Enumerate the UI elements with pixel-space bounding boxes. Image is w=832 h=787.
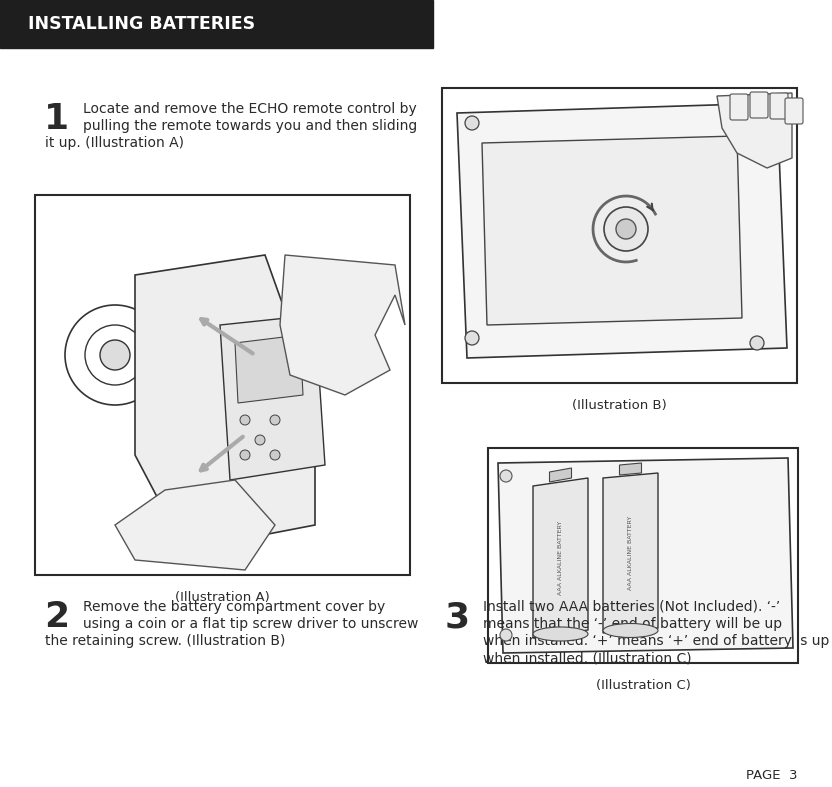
- Text: 1: 1: [44, 102, 70, 136]
- Bar: [442, 88, 797, 383]
- Circle shape: [750, 336, 764, 350]
- FancyBboxPatch shape: [750, 92, 768, 118]
- Text: it up. (Illustration A): it up. (Illustration A): [45, 136, 184, 150]
- Text: Remove the battery compartment cover by: Remove the battery compartment cover by: [83, 600, 385, 614]
- Text: means that the ‘-’ end of battery will be up: means that the ‘-’ end of battery will b…: [483, 617, 782, 631]
- Polygon shape: [498, 458, 793, 653]
- Text: 2: 2: [44, 600, 70, 634]
- Text: the retaining screw. (Illustration B): the retaining screw. (Illustration B): [45, 634, 285, 648]
- Polygon shape: [717, 93, 792, 168]
- Text: (Illustration A): (Illustration A): [175, 591, 270, 604]
- Polygon shape: [457, 103, 787, 358]
- Ellipse shape: [603, 623, 658, 637]
- Polygon shape: [603, 473, 658, 633]
- Text: (Illustration C): (Illustration C): [596, 679, 691, 692]
- Text: AAA ALKALINE BATTERY: AAA ALKALINE BATTERY: [628, 515, 633, 590]
- Text: pulling the remote towards you and then sliding: pulling the remote towards you and then …: [83, 119, 418, 133]
- Circle shape: [500, 470, 512, 482]
- Circle shape: [616, 219, 636, 239]
- Text: PAGE  3: PAGE 3: [745, 769, 797, 782]
- Circle shape: [240, 450, 250, 460]
- Bar: [0, 0, 433, 48]
- Polygon shape: [482, 136, 742, 325]
- FancyBboxPatch shape: [785, 98, 803, 124]
- Polygon shape: [549, 468, 572, 482]
- Text: (Illustration B): (Illustration B): [572, 399, 667, 412]
- Polygon shape: [115, 480, 275, 570]
- Polygon shape: [135, 255, 315, 550]
- Text: AAA ALKALINE BATTERY: AAA ALKALINE BATTERY: [558, 521, 563, 595]
- Circle shape: [604, 207, 648, 251]
- Circle shape: [255, 435, 265, 445]
- Circle shape: [100, 340, 130, 370]
- Circle shape: [465, 116, 479, 130]
- FancyBboxPatch shape: [770, 93, 788, 119]
- Text: when installed. (Illustration C): when installed. (Illustration C): [483, 651, 691, 665]
- Circle shape: [745, 111, 759, 125]
- Text: Install two AAA batteries (Not Included). ‘-’: Install two AAA batteries (Not Included)…: [483, 600, 780, 614]
- Circle shape: [270, 450, 280, 460]
- Text: using a coin or a flat tip screw driver to unscrew: using a coin or a flat tip screw driver …: [83, 617, 418, 631]
- Bar: [488, 448, 798, 663]
- FancyBboxPatch shape: [730, 94, 748, 120]
- Text: Locate and remove the ECHO remote control by: Locate and remove the ECHO remote contro…: [83, 102, 417, 116]
- Polygon shape: [280, 255, 405, 395]
- Polygon shape: [620, 463, 641, 475]
- Ellipse shape: [533, 627, 588, 641]
- Circle shape: [270, 415, 280, 425]
- Polygon shape: [220, 315, 325, 480]
- Circle shape: [240, 415, 250, 425]
- Text: 3: 3: [444, 600, 469, 634]
- Polygon shape: [235, 335, 303, 403]
- Circle shape: [500, 629, 512, 641]
- Text: when installed. ‘+’ means ‘+’ end of battery is up: when installed. ‘+’ means ‘+’ end of bat…: [483, 634, 830, 648]
- Circle shape: [465, 331, 479, 345]
- Text: INSTALLING BATTERIES: INSTALLING BATTERIES: [28, 15, 255, 33]
- Polygon shape: [533, 478, 588, 638]
- Bar: [35, 195, 410, 575]
